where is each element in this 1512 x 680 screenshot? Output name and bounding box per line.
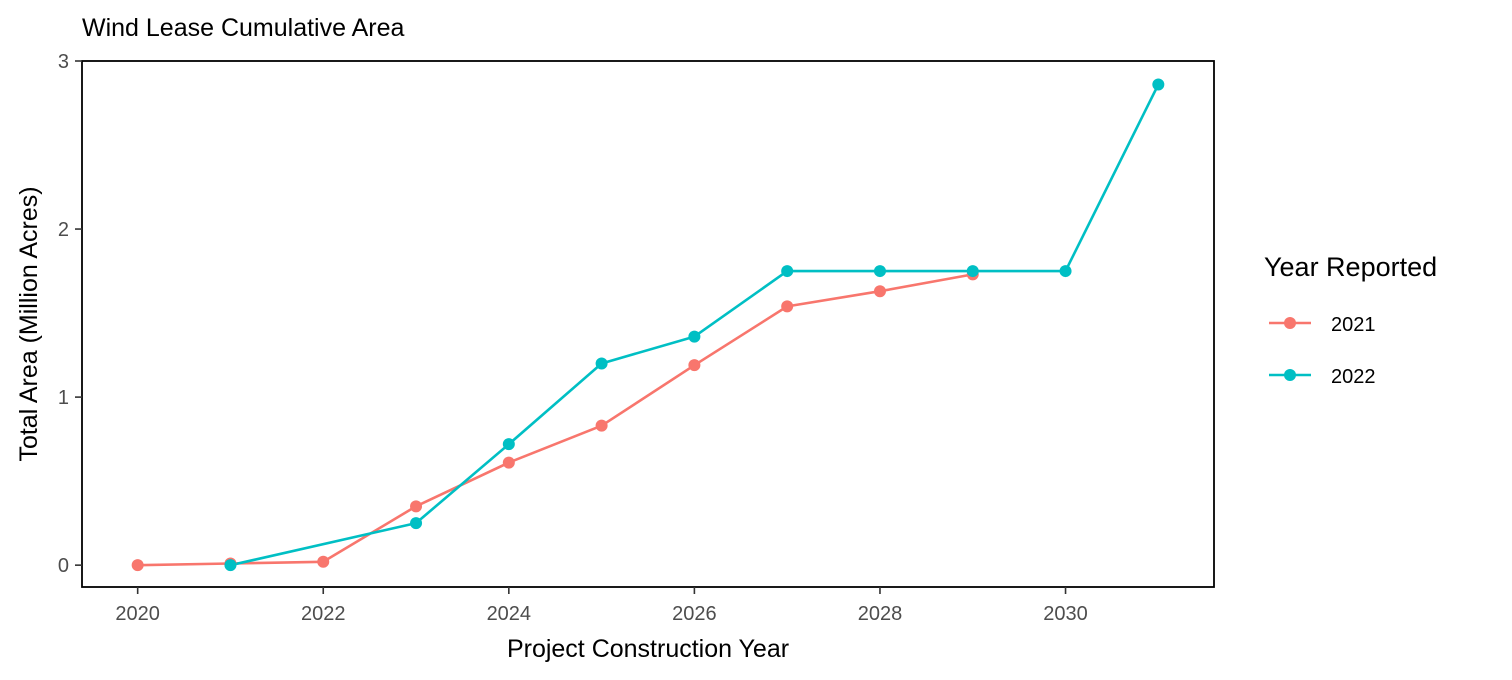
legend-title: Year Reported (1264, 252, 1437, 282)
x-tick-label: 2022 (301, 603, 346, 625)
data-point-2021-2025 (595, 419, 608, 432)
data-point-2022-2026 (688, 330, 701, 343)
data-point-2021-2020 (131, 559, 144, 572)
x-tick-label: 2024 (487, 603, 532, 625)
data-point-2021-2026 (688, 359, 701, 372)
chart-title: Wind Lease Cumulative Area (82, 14, 404, 42)
data-point-2022-2028 (873, 265, 886, 278)
data-point-2021-2023 (410, 500, 423, 513)
data-point-2022-2023 (410, 517, 423, 530)
x-tick-label: 2026 (672, 603, 717, 625)
legend-label-2021: 2021 (1331, 314, 1376, 336)
data-point-2022-2025 (595, 357, 608, 370)
y-axis-title: Total Area (Million Acres) (15, 186, 43, 461)
y-tick-label: 2 (58, 219, 69, 241)
panel-border (81, 60, 1215, 588)
y-tick-label: 0 (58, 555, 69, 577)
data-point-2022-2024 (502, 438, 515, 451)
x-tick-label: 2020 (115, 603, 160, 625)
data-point-2021-2027 (781, 300, 794, 313)
data-point-2022-2021 (224, 559, 237, 572)
plot-area (81, 60, 1215, 588)
legend: Year Reported 2021 2022 (1264, 252, 1437, 388)
data-point-2022-2027 (781, 265, 794, 278)
legend-label-2022: 2022 (1331, 366, 1376, 388)
series-line-2021 (137, 273, 974, 567)
legend-key-point-2022 (1284, 369, 1296, 381)
data-point-2022-2030 (1059, 265, 1072, 278)
data-point-2022-2031 (1152, 78, 1165, 91)
y-tick-label: 3 (58, 51, 69, 73)
series-line-2022 (230, 83, 1160, 567)
y-axis: 0 1 2 3 (58, 51, 82, 577)
x-axis-title: Project Construction Year (507, 635, 789, 663)
x-axis: 2020 2022 2024 2026 2028 2030 (115, 587, 1088, 625)
data-point-2022-2029 (966, 265, 979, 278)
x-tick-label: 2028 (858, 603, 903, 625)
y-tick-label: 1 (58, 387, 69, 409)
data-point-2021-2024 (502, 456, 515, 469)
legend-key-point-2021 (1284, 317, 1296, 329)
data-point-2021-2028 (873, 285, 886, 298)
x-tick-label: 2030 (1043, 603, 1088, 625)
data-point-2021-2022 (317, 555, 330, 568)
